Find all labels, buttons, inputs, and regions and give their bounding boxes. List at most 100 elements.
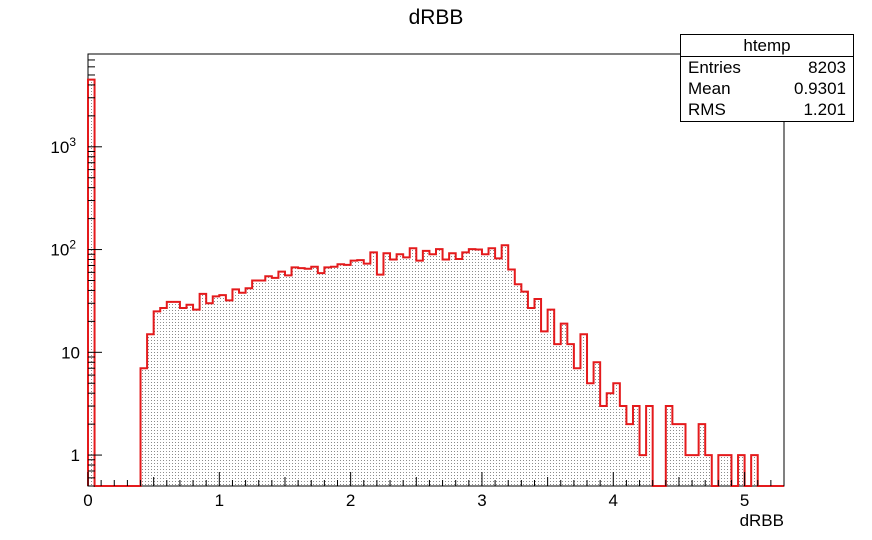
stats-title: htemp	[681, 35, 853, 57]
histogram-bar	[252, 280, 259, 486]
histogram-bar	[718, 455, 725, 486]
histogram-bar	[284, 275, 292, 486]
histogram-bar	[534, 299, 542, 486]
rms-label: RMS	[688, 100, 726, 119]
histogram-bar	[462, 252, 469, 486]
histogram-bar	[179, 307, 187, 486]
histogram-bar	[390, 259, 397, 486]
rms-value: 1.201	[803, 100, 846, 119]
mean-label: Mean	[688, 79, 731, 98]
histogram-bar	[468, 249, 476, 486]
y-tick-label: 10	[61, 343, 80, 362]
histogram-bar	[587, 383, 594, 486]
stats-row-rms: RMS 1.201	[681, 99, 853, 120]
histogram-bar	[547, 309, 555, 486]
histogram-bar	[573, 368, 581, 486]
histogram-bar	[271, 277, 279, 486]
x-tick-label: 2	[346, 491, 355, 510]
histogram-bar	[239, 292, 246, 486]
histogram-bar	[193, 309, 200, 486]
histogram-bar	[232, 289, 240, 486]
x-tick-label: 1	[215, 491, 224, 510]
histogram-bar	[153, 311, 161, 486]
histogram-bar	[646, 406, 653, 486]
histogram-bar	[567, 344, 574, 486]
histogram-bar	[495, 258, 502, 486]
stats-row-mean: Mean 0.9301	[681, 78, 853, 99]
histogram-bar	[291, 267, 299, 486]
bars-layer	[88, 79, 758, 486]
histogram-bar	[724, 455, 732, 486]
histogram-bar	[166, 301, 174, 486]
histogram-bar	[403, 257, 410, 486]
histogram-bar	[370, 252, 377, 486]
histogram-bar	[245, 288, 253, 486]
histogram-bar	[219, 295, 226, 486]
histogram-bar	[560, 323, 568, 486]
y-tick-label: 103	[50, 135, 76, 157]
histogram-bar	[521, 291, 528, 486]
histogram-bar	[160, 307, 167, 486]
entries-value: 8203	[808, 58, 846, 77]
stats-box: htemp Entries 8203 Mean 0.9301 RMS 1.201	[680, 34, 854, 122]
chart-title: dRBB	[408, 6, 464, 29]
histogram-bar	[206, 303, 213, 486]
histogram-bar	[508, 269, 515, 486]
x-tick-label: 0	[83, 491, 92, 510]
histogram-bar	[298, 268, 305, 486]
histogram-bar	[265, 276, 272, 486]
histogram-bar	[147, 334, 154, 486]
histogram-bar	[626, 424, 633, 486]
histogram-bar	[173, 301, 180, 486]
histogram-bar	[698, 424, 706, 486]
x-tick-label: 5	[740, 491, 749, 510]
histogram-bar	[357, 260, 364, 486]
histogram-bar	[527, 307, 535, 486]
entries-label: Entries	[688, 58, 741, 77]
histogram-bar	[396, 254, 404, 486]
histogram-bar	[692, 455, 699, 486]
histogram-bar	[324, 267, 331, 486]
histogram-bar	[337, 264, 345, 486]
histogram-bar	[632, 406, 640, 486]
y-tick-label: 102	[50, 238, 76, 260]
histogram-bar	[258, 280, 266, 486]
mean-value: 0.9301	[794, 79, 846, 98]
histogram-bar	[619, 406, 627, 486]
histogram-bar	[639, 455, 647, 486]
histogram-bar	[751, 455, 758, 486]
histogram-bar	[363, 263, 371, 486]
x-tick-label: 4	[609, 491, 618, 510]
histogram-bar	[199, 293, 207, 486]
histogram-bar	[501, 245, 509, 486]
histogram-bar	[212, 296, 220, 486]
histogram-bar	[488, 248, 496, 486]
histogram-bar	[705, 455, 712, 486]
histogram-bar	[186, 304, 194, 486]
x-tick-label: 3	[477, 491, 486, 510]
histogram-bar	[455, 258, 463, 486]
histogram-bar	[613, 383, 620, 486]
histogram-bar	[383, 253, 391, 486]
histogram-bar	[593, 362, 601, 486]
histogram-bar	[475, 249, 482, 486]
histogram-bar	[672, 424, 679, 486]
histogram-bar	[311, 266, 318, 486]
histogram-bar	[665, 406, 673, 486]
histogram-bar	[481, 254, 489, 486]
histogram-bar	[304, 268, 312, 486]
histogram-bar	[554, 344, 561, 486]
histogram-bar	[429, 254, 436, 486]
histogram-bar	[738, 455, 745, 486]
stats-row-entries: Entries 8203	[681, 57, 853, 78]
histogram-bar	[376, 274, 384, 486]
histogram-bar	[600, 406, 607, 486]
x-axis-label: dRBB	[740, 511, 784, 530]
histogram-bar	[449, 253, 456, 486]
outline-layer	[87, 78, 784, 487]
histogram-bar	[317, 273, 325, 486]
histogram-bar	[330, 266, 338, 486]
histogram-bar	[606, 393, 614, 486]
histogram-bar	[225, 300, 233, 486]
